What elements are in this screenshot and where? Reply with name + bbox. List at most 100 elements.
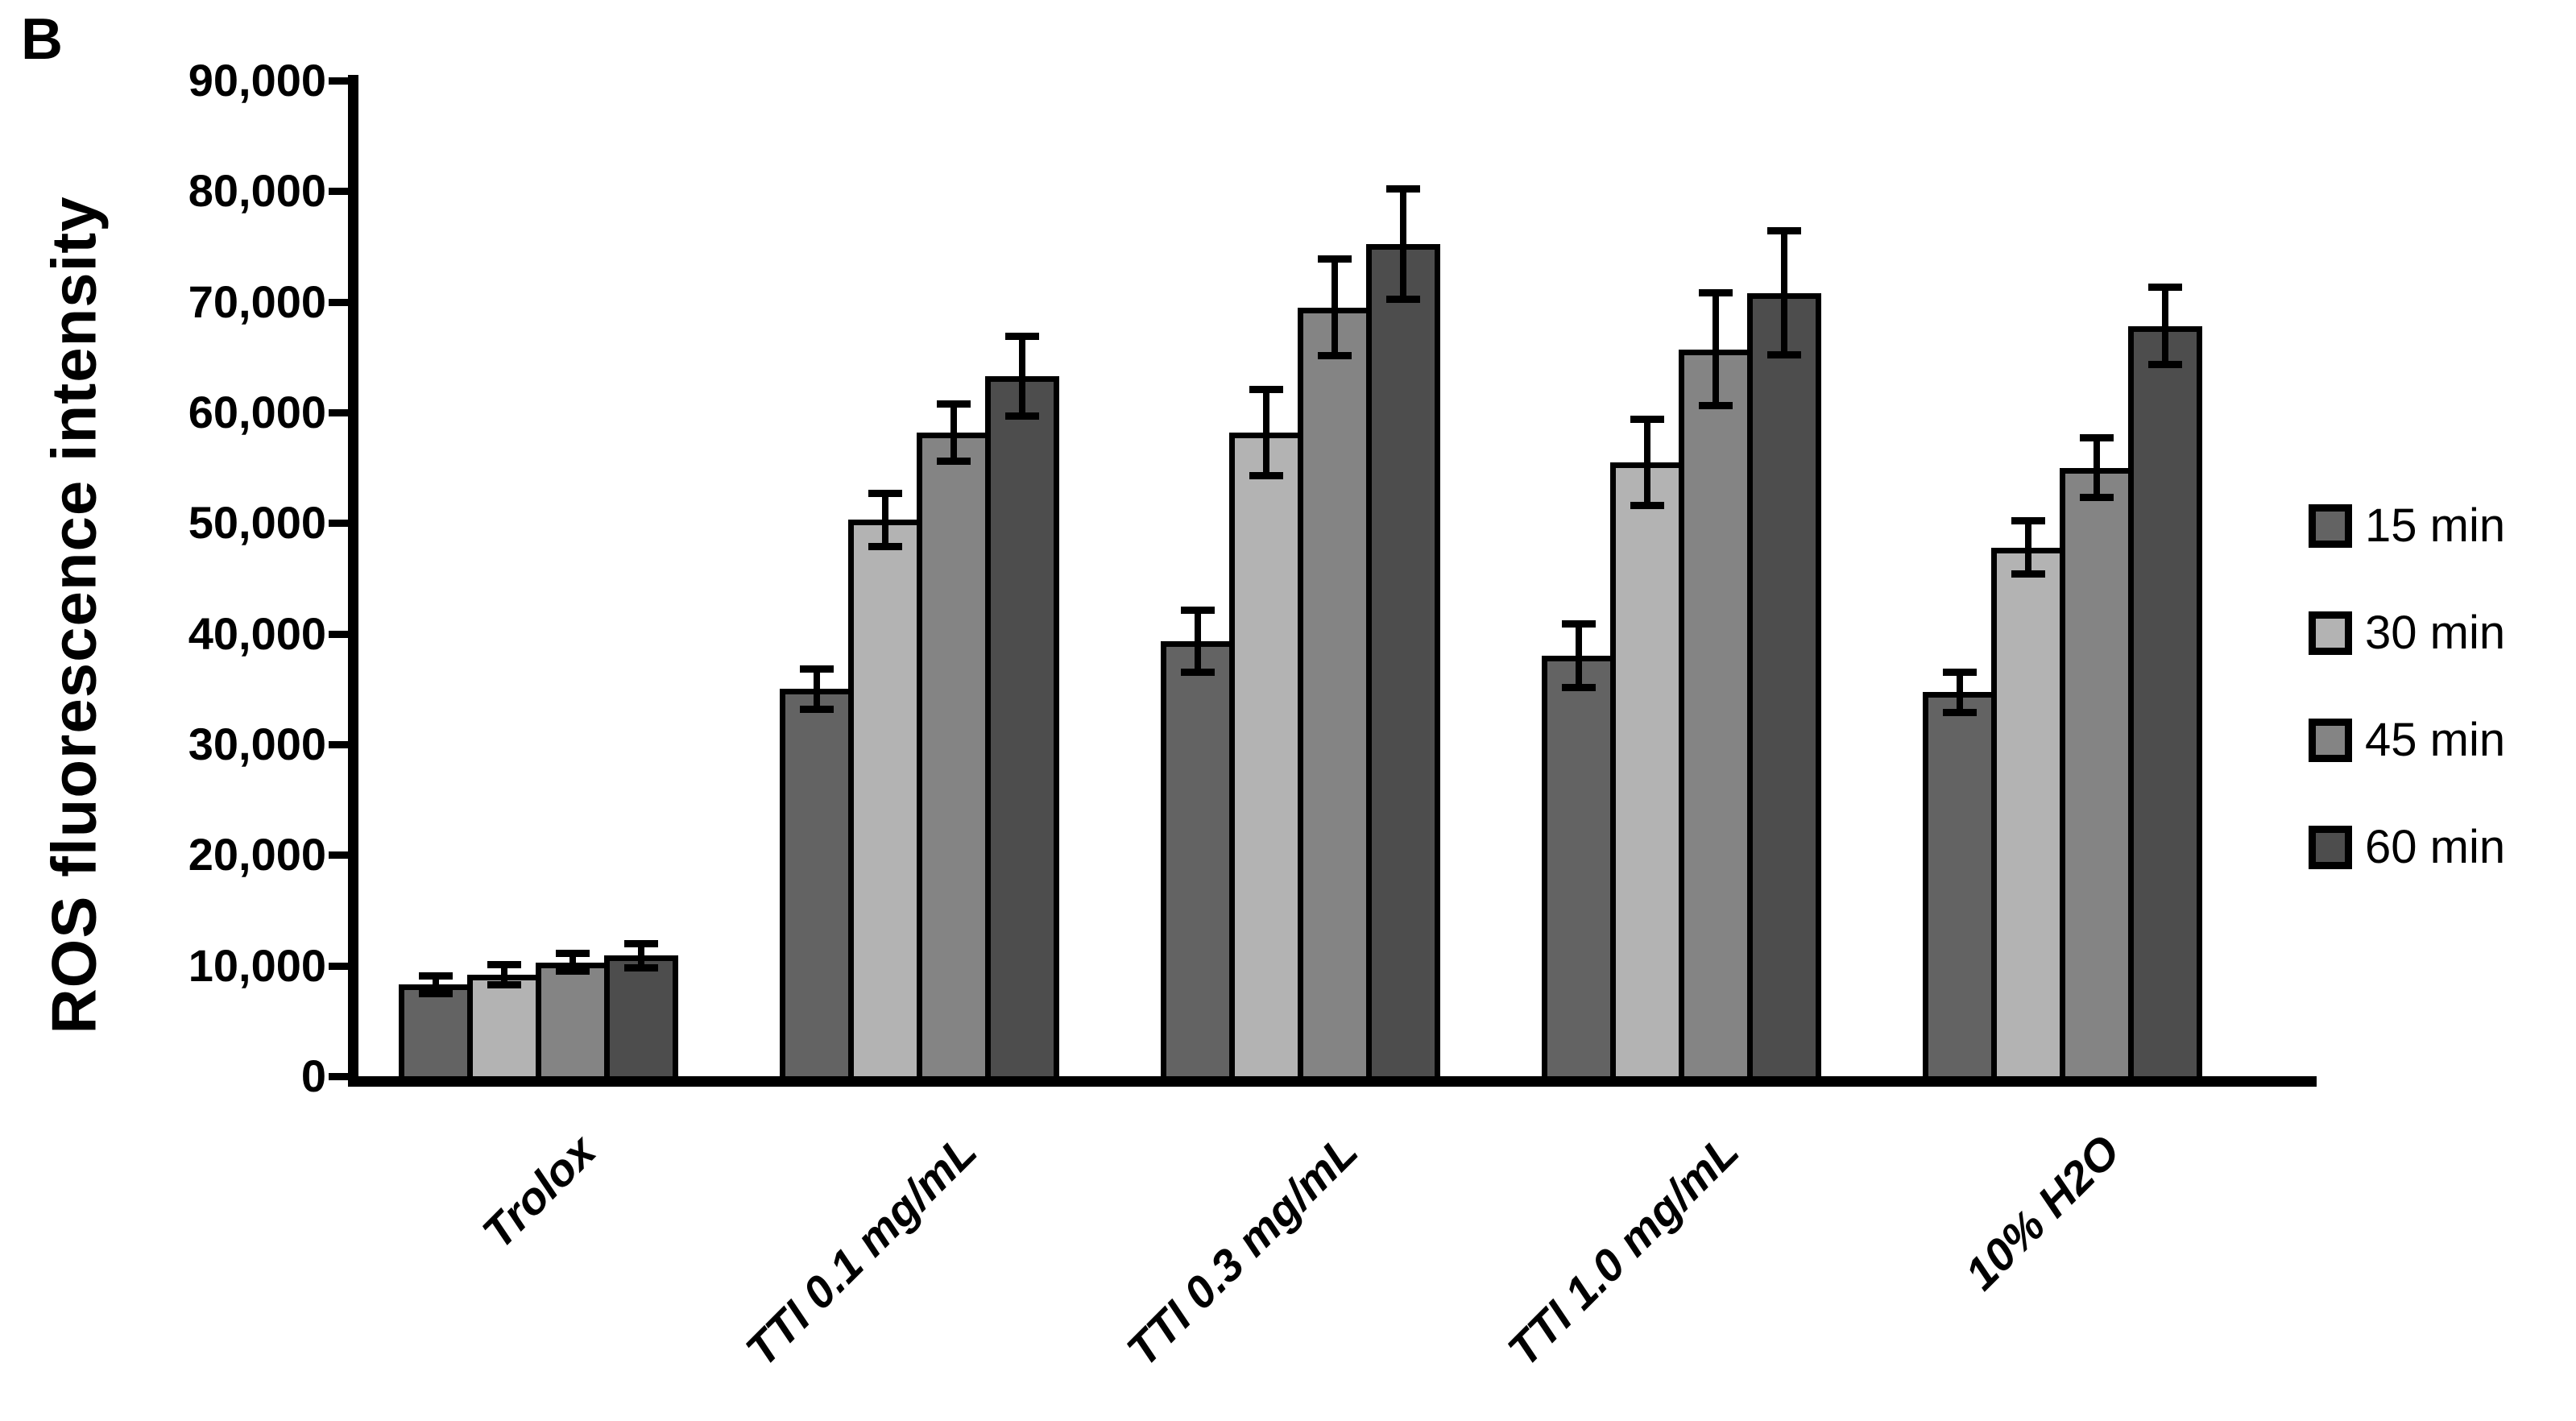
error-bar-cap-top (487, 960, 521, 968)
y-tick-label: 50,000 (188, 497, 326, 549)
error-bar-cap-bottom (1004, 412, 1039, 420)
error-bar-cap-bottom (1180, 669, 1215, 677)
error-bar-whisker (2161, 287, 2168, 365)
legend-item: 60 min (2309, 821, 2506, 873)
error-bar-cap-top (1249, 385, 1283, 393)
bar-60min-cat2 (1365, 244, 1440, 1086)
error-bar-cap-top (799, 665, 834, 673)
legend-label: 60 min (2365, 821, 2506, 873)
bar-30min-cat3 (1609, 462, 1684, 1086)
y-tick-label: 70,000 (188, 276, 326, 327)
legend-swatch-icon (2309, 826, 2352, 869)
legend-swatch-icon (2309, 504, 2352, 548)
legend-label: 30 min (2365, 607, 2506, 659)
bar-45min-cat2 (1297, 307, 1372, 1086)
bar-30min-cat2 (1228, 432, 1303, 1086)
error-bar-whisker (1331, 259, 1338, 356)
error-bar-cap-bottom (487, 980, 521, 988)
y-tick (329, 630, 348, 638)
error-bar-cap-bottom (623, 963, 658, 972)
bar-60min-cat0 (603, 955, 678, 1086)
error-bar-cap-bottom (1385, 296, 1420, 304)
error-bar-whisker (1575, 624, 1582, 688)
error-bar-cap-bottom (868, 542, 902, 550)
error-bar-cap-bottom (936, 457, 971, 465)
legend-label: 45 min (2365, 714, 2506, 766)
y-tick (329, 409, 348, 416)
error-bar-cap-top (1942, 669, 1977, 677)
error-bar-cap-bottom (2011, 570, 2045, 578)
error-bar-whisker (881, 493, 888, 547)
error-bar-whisker (500, 964, 507, 984)
error-bar-cap-top (936, 400, 971, 408)
y-tick-label: 10,000 (188, 939, 326, 991)
error-bar-whisker (1399, 188, 1406, 300)
error-bar-whisker (1712, 292, 1719, 406)
bar-45min-cat3 (1678, 349, 1753, 1086)
legend-swatch-icon (2309, 611, 2352, 655)
y-tick-label: 0 (300, 1050, 326, 1101)
legend-item: 30 min (2309, 607, 2506, 659)
x-category-label: TTI 0.1 mg/mL (735, 1125, 987, 1376)
error-bar-whisker (2024, 520, 2031, 574)
legend: 15 min 30 min 45 min 60 min (2309, 499, 2506, 933)
error-bar-cap-top (1630, 415, 1664, 423)
legend-item: 45 min (2309, 714, 2506, 766)
error-bar-cap-top (555, 950, 590, 958)
bar-30min-cat1 (847, 520, 922, 1086)
error-bar-whisker (569, 953, 576, 972)
x-axis-line (348, 1076, 2317, 1087)
y-tick (329, 298, 348, 306)
error-bar-whisker (1194, 610, 1201, 673)
bar-30min-cat0 (466, 974, 541, 1086)
error-bar-whisker (2093, 437, 2100, 498)
x-category-label: 10% H2O (1955, 1125, 2130, 1299)
error-bar-cap-top (1180, 607, 1215, 615)
bar-45min-cat1 (916, 432, 991, 1086)
bar-45min-cat0 (535, 962, 610, 1086)
bar-15min-cat3 (1541, 656, 1616, 1086)
error-bar-cap-top (1698, 289, 1733, 297)
y-tick-label: 90,000 (188, 55, 326, 106)
bar-60min-cat1 (984, 375, 1059, 1086)
y-tick-label: 20,000 (188, 829, 326, 880)
y-tick (329, 851, 348, 860)
error-bar-cap-top (868, 489, 902, 497)
bar-30min-cat4 (1990, 547, 2065, 1086)
bar-15min-cat4 (1922, 692, 1997, 1086)
y-tick (329, 1073, 348, 1080)
error-bar-cap-top (418, 972, 453, 980)
error-bar-cap-top (1317, 255, 1352, 263)
error-bar-cap-bottom (555, 967, 590, 976)
y-axis-line (348, 75, 358, 1087)
y-tick (329, 520, 348, 528)
y-tick (329, 741, 348, 748)
bar-60min-cat3 (1746, 292, 1821, 1086)
error-bar-cap-top (2079, 434, 2114, 442)
x-category-label: Trolox (472, 1125, 606, 1258)
legend-swatch-icon (2309, 719, 2352, 762)
bar-15min-cat1 (779, 689, 854, 1086)
legend-item: 15 min (2309, 499, 2506, 552)
error-bar-cap-bottom (1249, 471, 1283, 479)
error-bar-whisker (950, 404, 957, 462)
x-category-label: TTI 1.0 mg/mL (1497, 1125, 1749, 1376)
error-bar-whisker (637, 943, 644, 968)
y-tick-label: 40,000 (188, 607, 326, 659)
error-bar-cap-top (2147, 284, 2182, 292)
error-bar-whisker (1780, 230, 1787, 355)
error-bar-whisker (1018, 336, 1025, 416)
error-bar-cap-bottom (1766, 351, 1801, 359)
error-bar-whisker (432, 976, 439, 993)
y-tick (329, 962, 348, 970)
y-tick (329, 188, 348, 196)
error-bar-whisker (1262, 389, 1269, 476)
y-tick-label: 80,000 (188, 165, 326, 217)
error-bar-cap-bottom (1630, 501, 1664, 509)
error-bar-cap-top (623, 939, 658, 947)
error-bar-cap-bottom (1317, 352, 1352, 360)
error-bar-cap-bottom (2079, 494, 2114, 502)
y-tick (329, 77, 348, 85)
legend-label: 15 min (2365, 499, 2506, 552)
